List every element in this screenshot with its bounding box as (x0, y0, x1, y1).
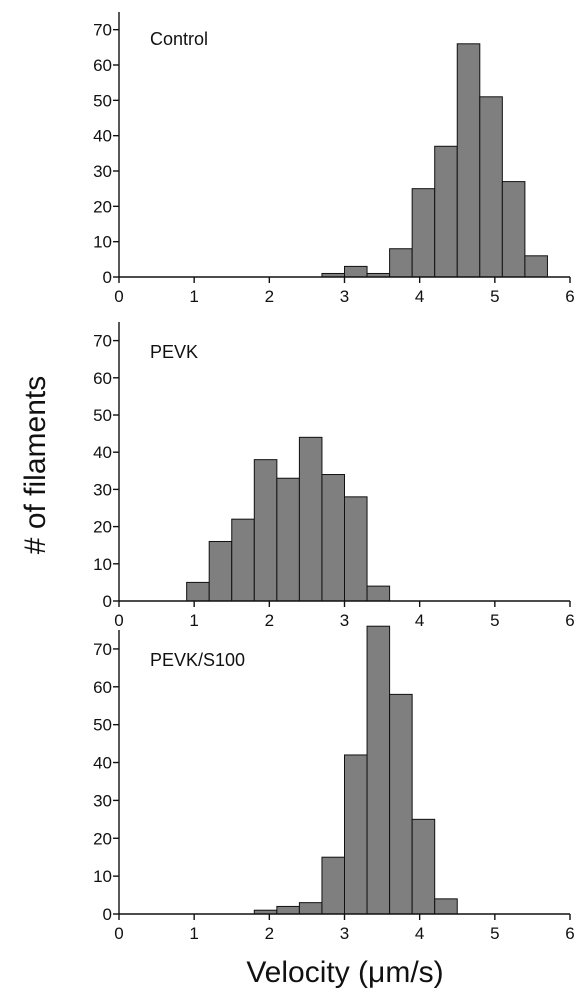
y-tick-label: 20 (93, 829, 112, 848)
y-tick-label: 50 (93, 716, 112, 735)
histogram-bar (479, 96, 503, 278)
histogram-bar (298, 902, 323, 915)
histogram-bar (231, 518, 255, 602)
histogram-bar (411, 188, 436, 278)
panel-title: PEVK (150, 342, 198, 362)
x-tick-label: 6 (565, 611, 574, 630)
histogram-bar (276, 477, 300, 602)
histogram-bar (321, 856, 346, 915)
x-tick-label: 0 (114, 287, 123, 306)
histogram-bar (411, 818, 436, 915)
x-tick-label: 5 (490, 611, 499, 630)
x-tick-label: 2 (265, 287, 274, 306)
x-tick-label: 1 (189, 287, 198, 306)
histogram-bar (501, 181, 526, 278)
histogram-bar (366, 585, 391, 602)
x-tick-label: 1 (189, 924, 198, 943)
x-tick-label: 6 (565, 287, 574, 306)
y-tick-label: 70 (93, 21, 112, 40)
y-tick-label: 0 (103, 592, 112, 611)
histogram-bar (208, 540, 233, 602)
x-tick-label: 6 (565, 924, 574, 943)
histogram-bar (434, 145, 458, 278)
x-tick-label: 3 (340, 924, 349, 943)
histogram-bar (344, 754, 368, 915)
histogram-bar (344, 496, 368, 602)
x-tick-label: 5 (490, 287, 499, 306)
y-tick-label: 30 (93, 480, 112, 499)
y-tick-label: 40 (93, 127, 112, 146)
x-tick-label: 5 (490, 924, 499, 943)
histogram-bar (186, 581, 210, 602)
y-tick-label: 10 (93, 867, 112, 886)
x-tick-label: 2 (265, 924, 274, 943)
y-tick-label: 60 (93, 56, 112, 75)
histogram-bar (253, 459, 278, 602)
x-axis-title: Velocity (μm/s) (246, 956, 443, 989)
histogram-bar (456, 43, 481, 278)
x-tick-label: 3 (340, 611, 349, 630)
histogram-bar (434, 898, 458, 915)
y-tick-label: 70 (93, 332, 112, 351)
y-tick-label: 30 (93, 162, 112, 181)
y-axis-title: # of filaments (19, 376, 52, 554)
panel-title: PEVK/S100 (150, 650, 245, 670)
panel-2: 0 10 20 30 40 50 60 70 0 1 2 3 4 5 6 PEVK (93, 322, 575, 630)
y-tick-label: 60 (93, 369, 112, 388)
y-tick-label: 60 (93, 678, 112, 697)
panel-3: 0 10 20 30 40 50 60 70 0 1 2 3 4 5 6 PEVK/S100 (93, 625, 575, 943)
x-tick-label: 0 (114, 611, 123, 630)
x-tick-label: 4 (415, 287, 424, 306)
y-tick-label: 10 (93, 233, 112, 252)
histogram-bar (524, 255, 548, 278)
x-tick-label: 1 (189, 611, 198, 630)
x-tick-label: 4 (415, 924, 424, 943)
y-tick-label: 40 (93, 754, 112, 773)
y-tick-label: 40 (93, 443, 112, 462)
y-tick-label: 0 (103, 268, 112, 287)
panel-1: 0 10 20 30 40 50 60 70 0 1 2 3 4 5 6 Control (93, 12, 575, 306)
y-tick-label: 30 (93, 791, 112, 810)
y-tick-label: 70 (93, 640, 112, 659)
y-tick-label: 50 (93, 91, 112, 110)
histogram-bar (298, 436, 323, 602)
x-tick-label: 3 (340, 287, 349, 306)
histogram-bar (366, 625, 391, 915)
y-tick-label: 20 (93, 197, 112, 216)
x-tick-label: 0 (114, 924, 123, 943)
y-tick-label: 0 (103, 905, 112, 924)
histogram-bar (389, 693, 413, 915)
histogram-bar (321, 474, 346, 602)
panel-title: Control (150, 29, 208, 49)
y-tick-label: 10 (93, 555, 112, 574)
y-tick-label: 20 (93, 518, 112, 537)
histogram-bar (389, 248, 413, 278)
y-tick-label: 50 (93, 406, 112, 425)
x-tick-label: 2 (265, 611, 274, 630)
x-tick-label: 4 (415, 611, 424, 630)
histogram-bar (344, 265, 368, 278)
histogram-bar (276, 905, 300, 915)
